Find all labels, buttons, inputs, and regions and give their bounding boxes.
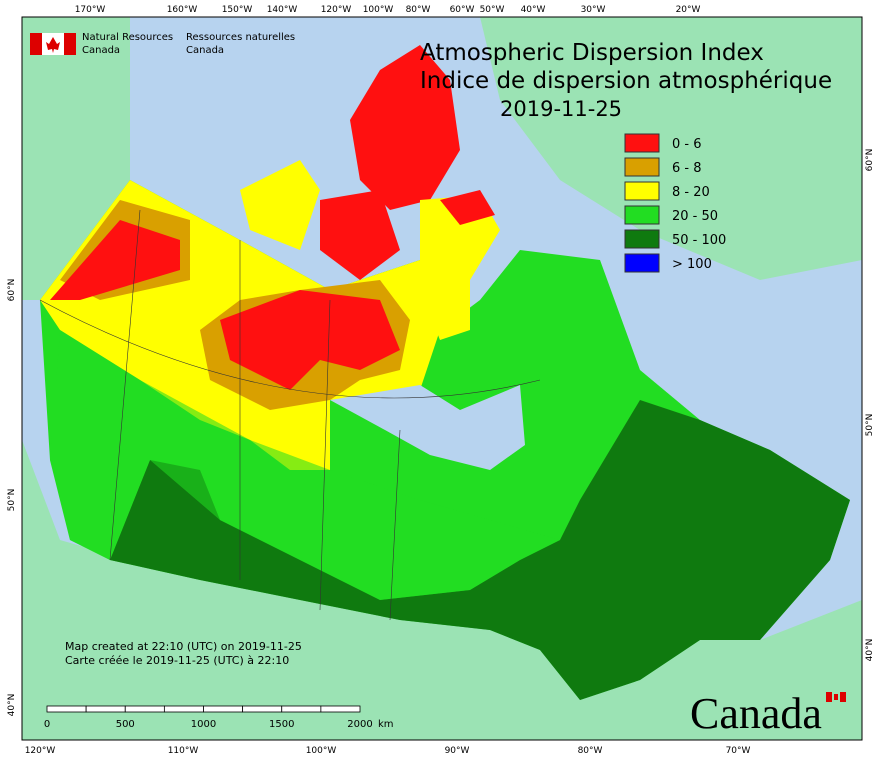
lon-label: 120°W (25, 746, 56, 756)
org-fr: Ressources naturelles (186, 32, 295, 43)
scale-label: 1000 (191, 719, 216, 730)
lon-label: 120°W (321, 5, 352, 15)
frame (21, 16, 863, 741)
greenland (480, 17, 862, 280)
lon-label: 100°W (306, 746, 337, 756)
scale-segment (124, 705, 165, 713)
scale-label: 2000 (347, 719, 372, 730)
legend-swatch (624, 181, 660, 201)
flag-band (64, 33, 76, 55)
baffin-island (440, 190, 495, 225)
scale-label: 500 (116, 719, 135, 730)
zone-20-50 (50, 330, 560, 600)
lon-label: 80°W (578, 746, 603, 756)
lon-label: 60°W (450, 5, 475, 15)
maple-leaf (46, 37, 60, 53)
scale-segment (242, 705, 283, 713)
lon-label: 140°W (267, 5, 298, 15)
legend-label: > 100 (672, 257, 712, 272)
org-en: Canada (82, 45, 120, 56)
lat-label: 40°N (7, 694, 17, 717)
boundary (109, 209, 401, 621)
lon-label: 110°W (168, 746, 199, 756)
lon-label: 50°W (480, 5, 505, 15)
lon-label: 80°W (406, 5, 431, 15)
usa (22, 440, 862, 740)
lon-label: 20°W (676, 5, 701, 15)
flag (30, 33, 76, 55)
lat-line (39, 299, 541, 399)
note: Carte créée le 2019-11-25 (UTC) à 22:10 (65, 654, 289, 667)
legend-swatch (624, 253, 660, 273)
arctic-islands (240, 160, 320, 250)
baffin-island (420, 195, 500, 340)
lon-label: 30°W (581, 5, 606, 15)
scale-segment (281, 705, 322, 713)
lon-label: 90°W (445, 746, 470, 756)
zone-50-100 (110, 400, 850, 700)
date: 2019-11-25 (500, 97, 622, 121)
legend-label: 20 - 50 (672, 209, 718, 224)
lon-label: 100°W (363, 5, 394, 15)
lat-label: 40°N (865, 639, 875, 662)
org-en: Natural Resources (82, 32, 173, 43)
lat-label: 50°N (865, 414, 875, 437)
zone-0-6 (50, 220, 180, 300)
legend-swatch (624, 205, 660, 225)
legend-swatch (624, 157, 660, 177)
wordmark-flag (834, 694, 838, 700)
legend-swatch (624, 133, 660, 153)
scale-segment (46, 705, 87, 713)
legend-swatch (624, 229, 660, 249)
scale-segment (163, 705, 204, 713)
title: Indice de dispersion atmosphérique (420, 68, 832, 94)
lat-label: 60°N (865, 149, 875, 172)
scale-segment (203, 705, 244, 713)
scale-unit: km (378, 719, 394, 730)
scale-label: 1500 (269, 719, 294, 730)
lon-label: 40°W (521, 5, 546, 15)
org-fr: Canada (186, 45, 224, 56)
scale-segment (85, 705, 126, 713)
wordmark-flag (826, 692, 832, 702)
lat-label: 50°N (7, 489, 17, 512)
lon-label: 160°W (167, 5, 198, 15)
legend-label: 0 - 6 (672, 137, 702, 152)
scale-label: 0 (44, 719, 50, 730)
lon-label: 70°W (726, 746, 751, 756)
graticule (39, 209, 541, 621)
flag-band (30, 33, 42, 55)
alaska (22, 17, 130, 300)
arctic-islands (320, 190, 400, 280)
lat-label: 60°N (7, 279, 17, 302)
scale-segment (320, 705, 361, 713)
note: Map created at 22:10 (UTC) on 2019-11-25 (65, 640, 302, 653)
arctic-islands (350, 45, 460, 210)
legend-label: 6 - 8 (672, 161, 702, 176)
lon-label: 170°W (75, 5, 106, 15)
hudson-bay (330, 385, 525, 470)
title: Atmospheric Dispersion Index (420, 40, 764, 66)
wordmark: Canada (690, 689, 822, 738)
wordmark-flag (840, 692, 846, 702)
zone-0-6 (220, 290, 400, 390)
legend-label: 50 - 100 (672, 233, 726, 248)
legend-label: 8 - 20 (672, 185, 710, 200)
lon-label: 150°W (222, 5, 253, 15)
